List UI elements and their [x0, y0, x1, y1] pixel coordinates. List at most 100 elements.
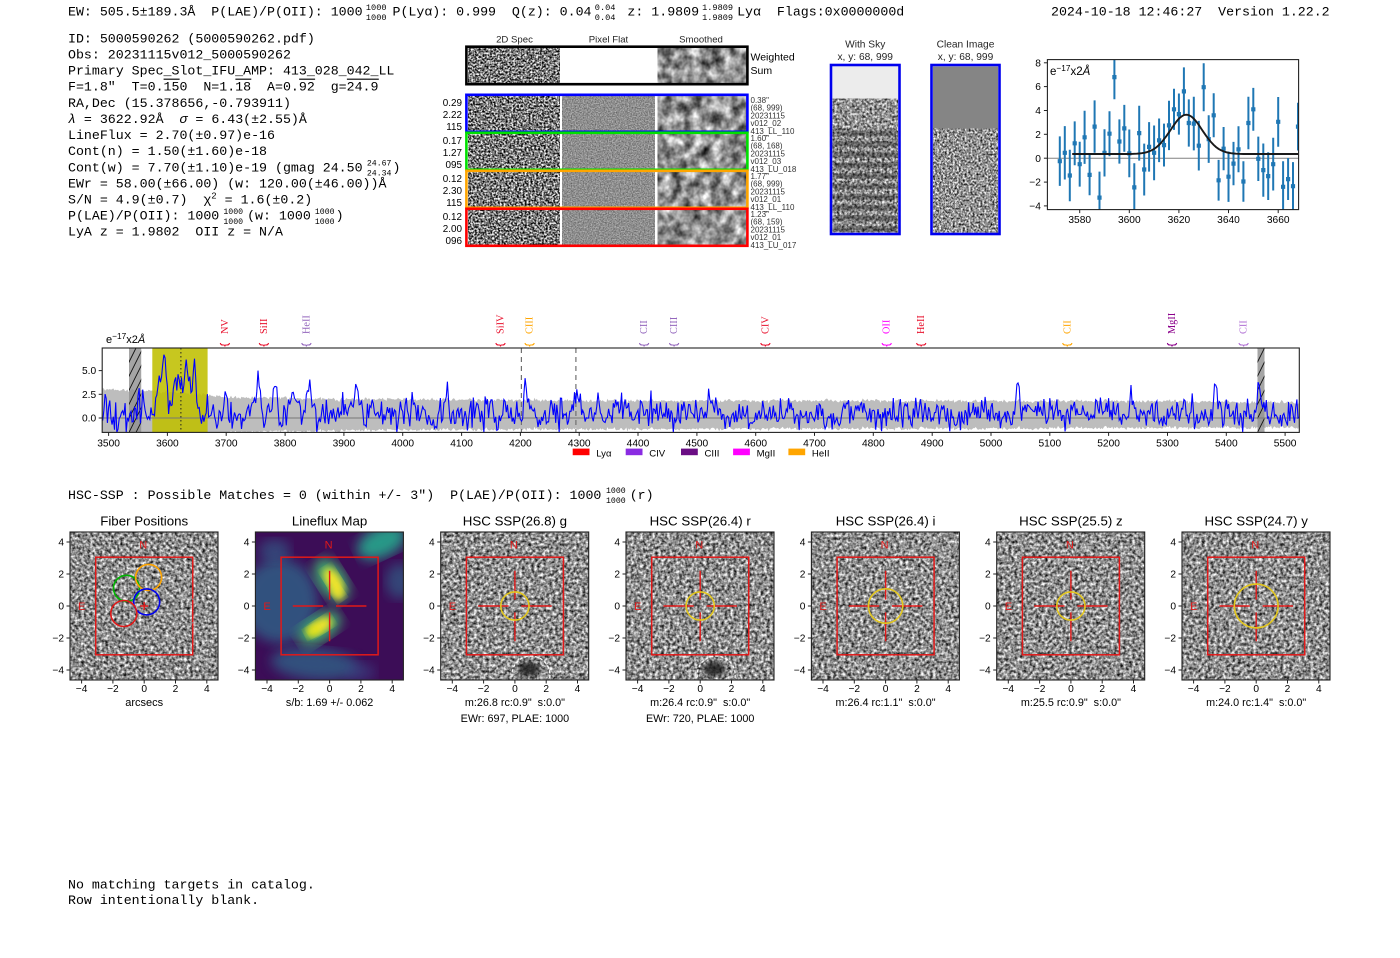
svg-text:EWr: 697, PLAE: 1000: EWr: 697, PLAE: 1000	[461, 713, 569, 725]
svg-text:095: 095	[446, 160, 463, 171]
svg-text:1000: 1000	[223, 218, 243, 227]
svg-text:−2: −2	[608, 634, 620, 645]
svg-text:4200: 4200	[509, 438, 532, 449]
svg-text:N: N	[139, 540, 147, 552]
svg-text:m:26.4 rc:0.9" s:0.0": m:26.4 rc:0.9" s:0.0"	[650, 697, 750, 709]
svg-text:413_LL_110: 413_LL_110	[751, 203, 795, 212]
svg-text:2.00: 2.00	[443, 224, 463, 235]
svg-text:2: 2	[543, 684, 549, 695]
svg-text:4: 4	[985, 538, 991, 549]
svg-text:P(Lyα): 0.999 Q(z): 0.04: P(Lyα): 0.999 Q(z): 0.04	[393, 5, 592, 20]
svg-text:3660: 3660	[1267, 215, 1290, 226]
svg-text:4300: 4300	[568, 438, 591, 449]
svg-text:0: 0	[985, 602, 991, 613]
svg-text:−2: −2	[848, 684, 860, 695]
svg-text:e−17x2Å: e−17x2Å	[1050, 63, 1091, 78]
svg-text:0: 0	[327, 684, 333, 695]
svg-text:SiIV: SiIV	[496, 314, 507, 334]
svg-text:−4: −4	[1029, 202, 1041, 213]
svg-text:With Sky: With Sky	[845, 40, 886, 51]
svg-text:0: 0	[429, 602, 435, 613]
svg-text:1000: 1000	[223, 208, 243, 217]
svg-text:2.22: 2.22	[443, 110, 462, 121]
svg-text:−4: −4	[261, 684, 273, 695]
svg-text:−2: −2	[107, 684, 119, 695]
svg-text:0: 0	[244, 602, 250, 613]
svg-text:2: 2	[1035, 130, 1041, 141]
svg-text:2: 2	[800, 570, 806, 581]
svg-text:20231115: 20231115	[751, 149, 786, 158]
svg-text:s/b: 1.69 +/- 0.062: s/b: 1.69 +/- 0.062	[286, 697, 373, 709]
svg-text:2: 2	[1285, 684, 1291, 695]
svg-text:−2: −2	[663, 684, 675, 695]
svg-text:0: 0	[614, 602, 620, 613]
svg-text:413_LL_110: 413_LL_110	[751, 127, 795, 136]
svg-text:0: 0	[800, 602, 806, 613]
svg-text:2: 2	[429, 570, 435, 581]
svg-text:−2: −2	[979, 634, 991, 645]
svg-text:−4: −4	[1164, 666, 1176, 677]
svg-text:HSC SSP(26.4) r: HSC SSP(26.4) r	[650, 514, 752, 529]
svg-text:0: 0	[141, 684, 147, 695]
svg-text:1000: 1000	[315, 208, 335, 217]
svg-text:4: 4	[800, 538, 806, 549]
svg-text:HSC SSP(25.5) z: HSC SSP(25.5) z	[1019, 514, 1122, 529]
svg-text:E: E	[819, 601, 826, 613]
svg-text:4700: 4700	[803, 438, 826, 449]
svg-text:4600: 4600	[744, 438, 767, 449]
svg-text:CII: CII	[1062, 320, 1073, 334]
svg-text:24.34: 24.34	[367, 170, 392, 179]
svg-text:0.12: 0.12	[443, 212, 462, 223]
svg-text:4: 4	[244, 538, 250, 549]
svg-text:Lineflux Map: Lineflux Map	[292, 514, 367, 529]
svg-text:5.0: 5.0	[82, 366, 96, 377]
svg-text:−4: −4	[76, 684, 88, 695]
svg-text:5100: 5100	[1038, 438, 1061, 449]
svg-text:EW: 505.5±189.3Å P(LAE)/P(OII: EW: 505.5±189.3Å P(LAE)/P(OII): 1000	[68, 5, 363, 20]
svg-text:24.67: 24.67	[367, 160, 392, 169]
svg-text:3600: 3600	[1118, 215, 1141, 226]
svg-text:0: 0	[512, 684, 518, 695]
svg-text:0.38": 0.38"	[751, 96, 770, 105]
svg-text:20231115: 20231115	[751, 225, 786, 234]
svg-text:Pixel Flat: Pixel Flat	[589, 35, 629, 46]
svg-text:0.12: 0.12	[443, 174, 462, 185]
svg-text:HSC-SSP : Possible Matches = 0: HSC-SSP : Possible Matches = 0 (within +…	[68, 488, 601, 503]
svg-text:0.17: 0.17	[443, 136, 462, 147]
svg-text:CIII: CIII	[525, 316, 536, 334]
svg-text:CII: CII	[1239, 320, 1250, 334]
svg-text:4: 4	[760, 684, 766, 695]
svg-text:e−17x2Å: e−17x2Å	[106, 331, 145, 346]
svg-text:LineFlux = 2.70(±0.97)e-16: LineFlux = 2.70(±0.97)e-16	[68, 128, 275, 143]
svg-text:LyA z = 1.9802 OII z = N/A: LyA z = 1.9802 OII z = N/A	[68, 225, 283, 240]
svg-text:1000: 1000	[366, 13, 387, 23]
svg-text:1.9809: 1.9809	[702, 3, 733, 13]
svg-text:ID: 5000590262 (5000590262.pdf: ID: 5000590262 (5000590262.pdf)	[68, 31, 315, 46]
svg-text:1.27: 1.27	[443, 148, 462, 159]
svg-text:4: 4	[1170, 538, 1176, 549]
svg-text:Sum: Sum	[751, 65, 773, 77]
svg-text:−2: −2	[1034, 684, 1046, 695]
svg-text:6: 6	[1035, 82, 1041, 93]
svg-text:4400: 4400	[627, 438, 650, 449]
svg-text:x, y: 68, 999: x, y: 68, 999	[837, 52, 893, 63]
svg-text:4: 4	[58, 538, 64, 549]
svg-text:4: 4	[1131, 684, 1137, 695]
svg-text:0.29: 0.29	[443, 98, 463, 109]
svg-text:−2: −2	[794, 634, 806, 645]
svg-text:EWr: 720, PLAE: 1000: EWr: 720, PLAE: 1000	[646, 713, 754, 725]
svg-text:20231115: 20231115	[751, 187, 786, 196]
svg-text:OII: OII	[882, 319, 893, 334]
svg-text:(r): (r)	[630, 488, 654, 503]
svg-text:20231115: 20231115	[751, 111, 786, 120]
svg-text:N: N	[1066, 540, 1074, 552]
svg-text:413_LU_017: 413_LU_017	[751, 241, 797, 250]
svg-text:4: 4	[1316, 684, 1322, 695]
svg-text:4: 4	[614, 538, 620, 549]
svg-text:Clean Image: Clean Image	[937, 40, 995, 51]
svg-text:3580: 3580	[1068, 215, 1091, 226]
svg-text:−4: −4	[608, 666, 620, 677]
svg-text:5300: 5300	[1156, 438, 1179, 449]
svg-text:0.04: 0.04	[595, 13, 616, 23]
svg-text:−4: −4	[52, 666, 64, 677]
